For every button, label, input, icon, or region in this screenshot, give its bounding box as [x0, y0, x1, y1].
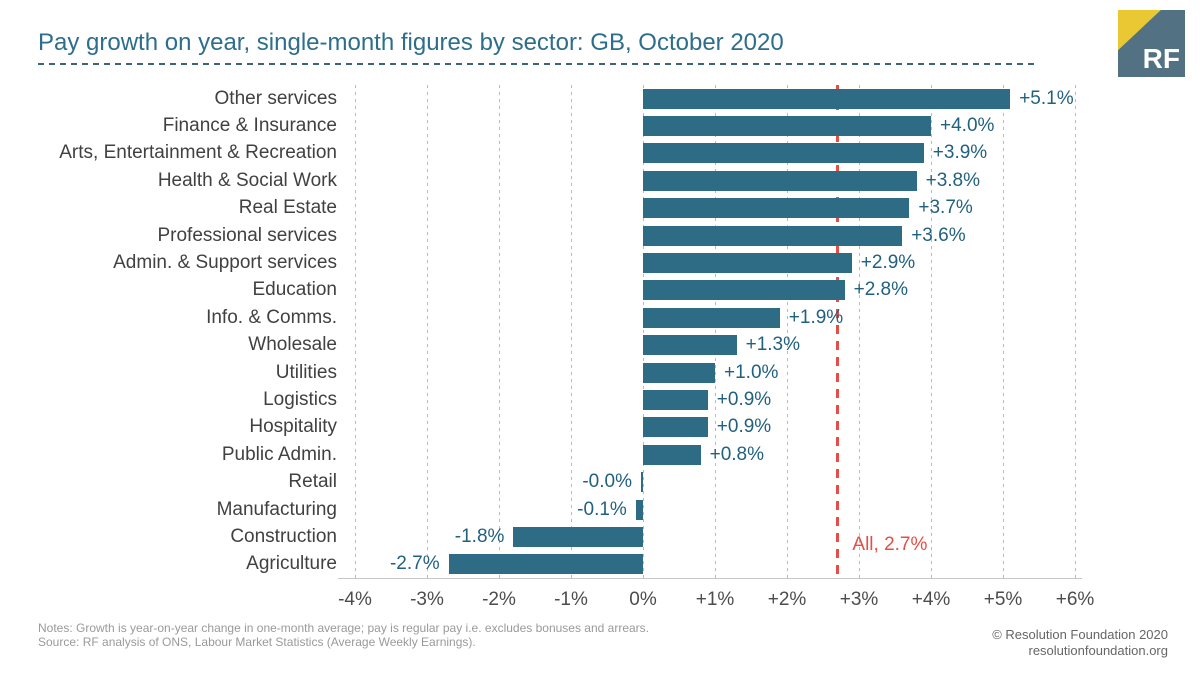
bar [643, 280, 845, 301]
bar [643, 116, 931, 137]
category-label: Arts, Entertainment & Recreation [59, 142, 337, 164]
gridline-+6% [1074, 85, 1076, 578]
bar [643, 198, 910, 219]
category-label: Hospitality [249, 416, 337, 438]
bar [643, 335, 737, 356]
x-tick-label: +2% [767, 589, 807, 610]
value-label: +5.1% [1019, 87, 1074, 109]
value-label: -2.7% [389, 553, 440, 575]
category-label: Other services [214, 87, 337, 109]
category-label: Professional services [157, 224, 337, 246]
value-label: +1.0% [724, 361, 779, 383]
bar [643, 362, 715, 383]
value-label: +0.9% [716, 416, 772, 438]
source-text: Source: RF analysis of ONS, Labour Marke… [38, 635, 476, 649]
logo-rf-text: RF [1142, 43, 1180, 74]
x-tick-label: 0% [629, 589, 657, 610]
gridline--4% [354, 85, 356, 578]
x-tick-label: -4% [338, 589, 372, 610]
value-label: +1.3% [745, 334, 800, 356]
bar [448, 554, 643, 575]
bar [643, 170, 917, 191]
value-label: -0.0% [582, 471, 632, 493]
x-tick-label: -2% [482, 589, 516, 610]
x-tick-label: -1% [554, 589, 588, 610]
category-label: Admin. & Support services [113, 252, 337, 274]
category-label: Utilities [275, 361, 337, 383]
category-label: Finance & Insurance [162, 115, 337, 137]
value-label: +2.8% [853, 279, 908, 301]
value-label: +0.9% [716, 388, 772, 410]
value-label: +3.9% [932, 142, 988, 164]
bar [643, 253, 852, 274]
bar [513, 526, 643, 547]
bar [643, 143, 924, 164]
copyright-text: © Resolution Foundation 2020 [992, 627, 1168, 642]
x-tick-label: +4% [911, 589, 951, 610]
x-axis-baseline [338, 578, 1082, 579]
bar [641, 472, 643, 493]
bar [643, 389, 708, 410]
value-label: +2.9% [860, 252, 916, 274]
website-text: resolutionfoundation.org [1028, 643, 1169, 658]
category-label: Health & Social Work [157, 169, 337, 191]
bar [643, 417, 708, 438]
gridline-+1% [714, 85, 716, 578]
gridline-+5% [1002, 85, 1004, 578]
bar [643, 307, 780, 328]
gridline--3% [426, 85, 428, 578]
gridline-+4% [930, 85, 932, 578]
bar [643, 225, 903, 246]
gridline--1% [570, 85, 572, 578]
bar [635, 499, 643, 520]
value-label: +3.6% [911, 224, 966, 246]
category-label: Wholesale [248, 334, 337, 356]
category-label: Real Estate [238, 197, 337, 219]
value-label: -1.8% [454, 525, 505, 547]
category-label: Construction [230, 525, 337, 547]
category-label: Info. & Comms. [206, 306, 337, 328]
gridline-0% [642, 85, 644, 578]
resolution-foundation-logo: RF [1118, 10, 1185, 77]
value-label: +0.8% [709, 443, 764, 465]
category-label: Public Admin. [221, 443, 337, 465]
gridline-+2% [786, 85, 788, 578]
footnotes: Notes: Growth is year-on-year change in … [38, 621, 649, 649]
category-label: Agriculture [246, 553, 337, 575]
bar [643, 88, 1011, 109]
value-label: +3.7% [918, 197, 973, 219]
gridline-+3% [858, 85, 860, 578]
gridline--2% [498, 85, 500, 578]
category-label: Education [252, 279, 337, 301]
value-label: -0.1% [577, 498, 627, 520]
value-label: +4.0% [940, 115, 995, 137]
reference-line-all [835, 85, 839, 578]
category-label: Retail [288, 471, 337, 493]
reference-line-label: All, 2.7% [852, 534, 928, 555]
bar [643, 444, 701, 465]
value-label: +3.8% [925, 169, 980, 191]
title-divider [38, 63, 1038, 65]
category-label: Logistics [263, 388, 337, 410]
attribution: © Resolution Foundation 2020 resolutionf… [992, 627, 1168, 659]
x-tick-label: -3% [410, 589, 444, 610]
x-tick-label: +6% [1055, 589, 1095, 610]
x-tick-label: +5% [983, 589, 1023, 610]
chart-title: Pay growth on year, single-month figures… [38, 29, 784, 56]
value-label: +1.9% [788, 306, 844, 328]
category-label: Manufacturing [216, 498, 337, 520]
x-tick-label: +1% [695, 589, 735, 610]
notes-text: Notes: Growth is year-on-year change in … [38, 621, 649, 635]
x-tick-label: +3% [839, 589, 879, 610]
